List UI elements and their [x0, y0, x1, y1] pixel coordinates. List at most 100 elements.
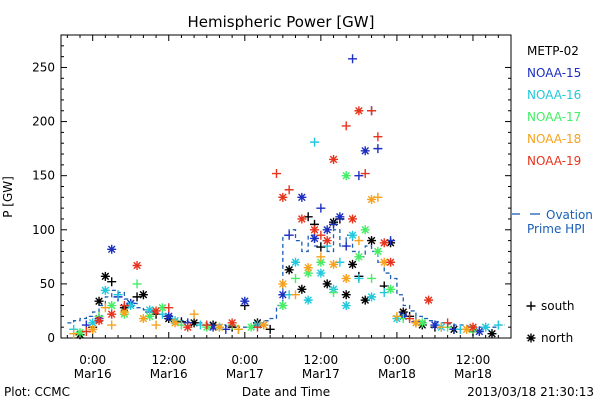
data-markers [69, 54, 503, 340]
x-tick-label-time: 12:00 [151, 353, 186, 367]
north-marker [107, 309, 117, 319]
north-marker [386, 284, 396, 294]
north-marker [335, 212, 345, 222]
x-tick-label-time: 0:00 [79, 353, 106, 367]
south-marker [354, 171, 364, 181]
south-marker [373, 144, 383, 154]
y-tick-label: 0 [47, 331, 55, 345]
north-marker [367, 236, 377, 246]
south-marker [316, 242, 326, 252]
north-marker [310, 225, 320, 235]
north-marker [157, 303, 167, 313]
north-marker [373, 246, 383, 256]
north-marker [367, 194, 377, 204]
north-marker [208, 322, 218, 332]
north-marker [417, 318, 427, 328]
south-marker [367, 273, 377, 283]
marker-legend-label: north [541, 331, 573, 345]
y-tick-label: 150 [32, 169, 55, 183]
north-marker [189, 318, 199, 328]
south-marker [373, 192, 383, 202]
north-marker [354, 106, 364, 116]
north-marker [360, 225, 370, 235]
south-marker [132, 279, 142, 289]
north-marker [329, 259, 339, 269]
north-marker [170, 318, 180, 328]
south-marker [284, 230, 294, 240]
y-tick-label: 100 [32, 223, 55, 237]
y-axis-label: P [GW] [1, 176, 15, 218]
ovation-line [67, 229, 505, 328]
south-marker [100, 303, 110, 313]
series-noaa-17 [75, 171, 478, 338]
north-marker [278, 192, 288, 202]
north-marker [348, 230, 358, 240]
south-marker [335, 257, 345, 267]
north-marker [145, 305, 155, 315]
north-marker [329, 154, 339, 164]
north-marker [354, 252, 364, 262]
north-marker [297, 192, 307, 202]
south-marker [316, 203, 326, 213]
north-marker [430, 320, 440, 330]
south-marker [81, 327, 91, 337]
marker-legend-label: south [541, 299, 575, 313]
south-marker [341, 241, 351, 251]
ovation-legend-label: Ovation [546, 208, 593, 222]
south-marker [113, 290, 123, 300]
north-marker [348, 259, 358, 269]
south-marker [189, 309, 199, 319]
north-marker [94, 296, 104, 306]
south-marker [316, 252, 326, 262]
south-marker [69, 329, 79, 339]
north-marker [341, 290, 351, 300]
south-marker [107, 320, 117, 330]
north-marker [145, 311, 155, 321]
north-marker [348, 214, 358, 224]
north-marker [278, 290, 288, 300]
south-marker [233, 324, 243, 334]
north-marker [341, 301, 351, 311]
plot-timestamp: 2013/03/18 21:30:13 [467, 385, 594, 399]
north-marker [214, 322, 224, 332]
north-marker [322, 236, 332, 246]
south-marker [221, 324, 231, 334]
y-axis: 0 50 100 150 200 250 [32, 45, 511, 345]
south-marker [284, 185, 294, 195]
legend-entry: NOAA-15 [527, 66, 581, 80]
north-marker [107, 301, 117, 311]
north-marker [107, 244, 117, 254]
north-marker [481, 322, 491, 332]
y-tick-label: 50 [40, 277, 55, 291]
south-marker [164, 303, 174, 313]
plot-frame [60, 34, 512, 339]
x-tick-label-date: Mar17 [302, 367, 340, 381]
south-marker [329, 219, 339, 229]
x-tick-label-time: 0:00 [383, 353, 410, 367]
south-marker [348, 54, 358, 64]
north-marker [291, 257, 301, 267]
north-marker [278, 279, 288, 289]
south-marker [373, 132, 383, 142]
ovation-series [67, 229, 505, 328]
x-tick-label-date: Mar16 [74, 367, 112, 381]
ovation-legend-label-2: Prime HPI [527, 222, 585, 236]
north-marker [341, 273, 351, 283]
series-metp-02 [75, 212, 497, 340]
north-marker [386, 257, 396, 267]
plot-credit: Plot: CCMC [4, 385, 70, 399]
north-marker [164, 311, 174, 321]
north-marker [303, 263, 313, 273]
south-marker [443, 318, 453, 328]
south-marker [386, 236, 396, 246]
south-marker [354, 236, 364, 246]
north-marker [379, 238, 389, 248]
legend-entry: NOAA-17 [527, 110, 581, 124]
north-marker [126, 301, 136, 311]
north-marker [310, 233, 320, 243]
legend-entry: NOAA-16 [527, 88, 581, 102]
south-marker [405, 314, 415, 324]
south-marker [265, 324, 275, 334]
north-marker [379, 257, 389, 267]
